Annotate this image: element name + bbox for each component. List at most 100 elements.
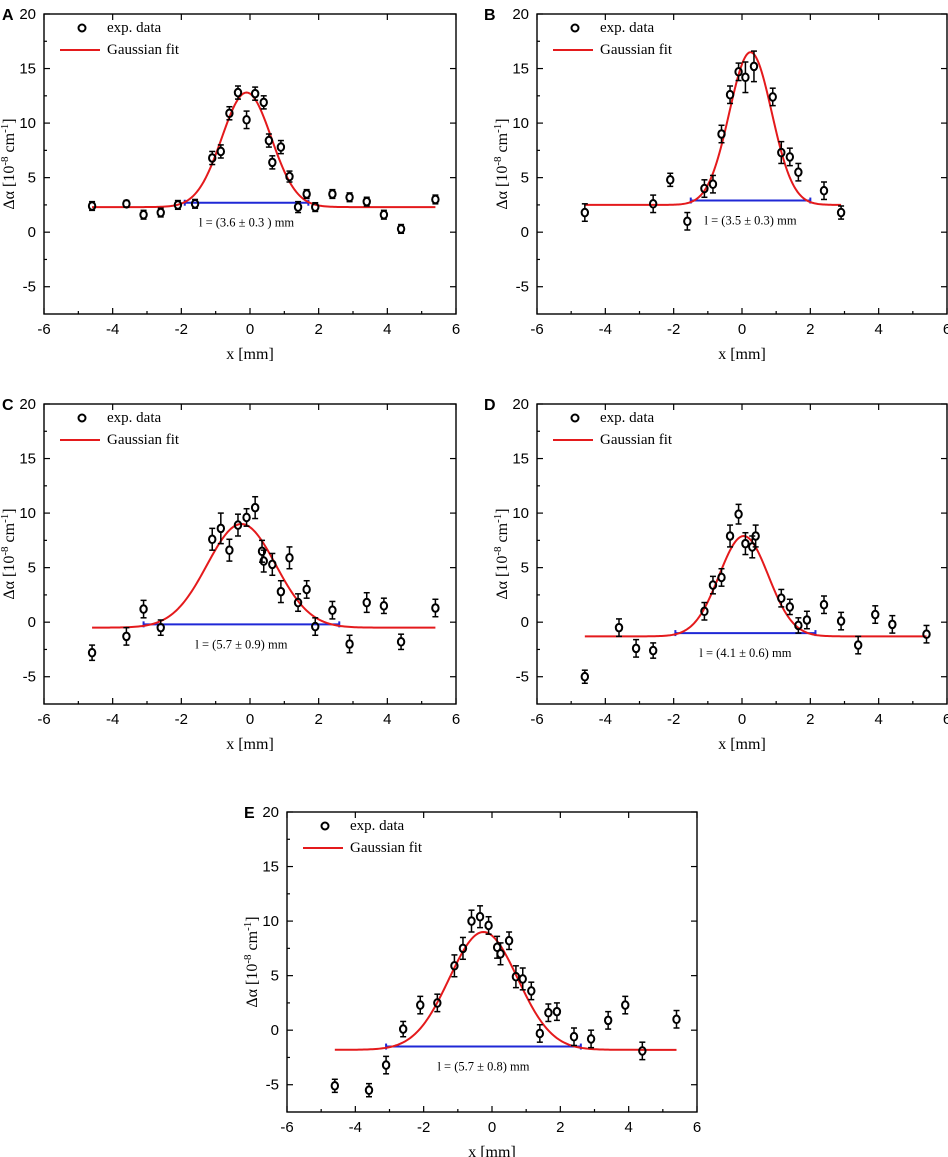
y-axis-label-close: ] — [1, 118, 18, 123]
x-tick-label: 6 — [943, 321, 948, 338]
x-tick-label: 4 — [874, 321, 882, 338]
data-point — [225, 545, 234, 555]
data-point — [87, 647, 97, 658]
data-point — [122, 199, 131, 209]
x-tick-label: -6 — [37, 711, 50, 728]
y-axis-label-unit: cm — [494, 522, 511, 546]
legend-label-fit: Gaussian fit — [107, 432, 180, 448]
data-point — [741, 72, 750, 83]
legend-marker-data — [77, 413, 87, 423]
data-point — [268, 559, 277, 570]
plot-frame — [43, 13, 457, 315]
y-tick-label: 10 — [512, 115, 529, 132]
y-axis-label-main: Δα [10 — [494, 556, 511, 600]
x-tick-label: 2 — [314, 711, 322, 728]
data-point — [362, 196, 371, 207]
data-point — [648, 645, 658, 656]
data-point — [362, 597, 371, 608]
x-axis-label: x [mm] — [226, 346, 274, 363]
data-point — [603, 1015, 613, 1026]
data-point — [416, 1000, 425, 1010]
data-point — [777, 593, 786, 603]
x-tick-label: -6 — [530, 711, 543, 728]
y-tick-label: 5 — [28, 170, 36, 187]
y-tick-label: 15 — [262, 859, 279, 876]
y-axis-label-unit: cm — [1, 522, 18, 546]
data-point — [302, 189, 311, 199]
data-point — [379, 209, 389, 220]
data-point — [190, 199, 200, 209]
y-axis-label-unit: cm — [494, 132, 511, 156]
data-point — [364, 1085, 374, 1095]
data-point — [381, 1060, 391, 1070]
data-point — [216, 523, 226, 534]
data-point — [836, 207, 846, 218]
data-point — [302, 584, 311, 595]
data-point — [544, 1007, 553, 1018]
data-point — [527, 986, 536, 996]
data-point — [467, 916, 476, 926]
x-tick-label: 4 — [383, 711, 391, 728]
data-point — [431, 603, 440, 613]
y-axis-label-exp: -8 — [0, 156, 11, 166]
x-axis-label: x [mm] — [226, 736, 274, 753]
width-annotation: l = (3.5 ± 0.3) mm — [705, 214, 797, 228]
data-point — [794, 620, 803, 631]
y-axis-label-unit-exp: -1 — [0, 124, 11, 133]
x-tick-label: 0 — [738, 711, 746, 728]
data-point — [250, 502, 260, 513]
y-tick-label: -5 — [516, 669, 529, 686]
data-point — [741, 538, 750, 549]
data-point — [700, 183, 709, 194]
data-point — [888, 619, 897, 630]
y-axis-label-close: ] — [494, 118, 511, 123]
y-tick-label: -5 — [516, 279, 529, 296]
x-axis-label: x [mm] — [468, 1144, 516, 1157]
y-tick-label: 20 — [19, 6, 36, 23]
data-point — [734, 509, 743, 519]
y-axis-label-exp: -8 — [492, 156, 504, 166]
x-tick-label: 2 — [314, 321, 322, 338]
x-tick-label: 2 — [806, 321, 814, 338]
y-axis-label-main: Δα [10 — [494, 166, 511, 210]
x-tick-label: -2 — [417, 1119, 430, 1136]
data-point — [345, 639, 354, 649]
data-point — [433, 998, 442, 1008]
y-tick-label: 5 — [28, 560, 36, 577]
data-point — [734, 67, 743, 77]
chart-panel-d: D -6 -4 -2 0 2 4 6 -5 0 5 10 15 20 x [mm] Δα [10-8 cm-1… — [484, 396, 948, 753]
data-point — [708, 179, 718, 189]
data-point — [208, 534, 217, 545]
data-point — [621, 1000, 630, 1010]
data-point — [328, 605, 337, 615]
y-axis-label-unit-exp: -1 — [0, 514, 11, 523]
data-point — [311, 202, 320, 212]
data-point — [819, 185, 829, 196]
data-point — [276, 142, 286, 152]
data-point — [751, 531, 760, 541]
y-tick-label: -5 — [23, 279, 36, 296]
data-point — [749, 61, 759, 72]
y-tick-label: 5 — [521, 560, 529, 577]
data-point — [631, 643, 641, 654]
data-point — [156, 622, 165, 633]
data-point — [484, 920, 493, 931]
x-tick-label: 0 — [488, 1119, 496, 1136]
data-point — [396, 224, 406, 234]
y-axis-label-unit-exp: -1 — [492, 514, 504, 523]
data-point — [475, 911, 485, 922]
y-axis-label-main: Δα [10 — [1, 556, 18, 600]
x-tick-label: 4 — [874, 711, 882, 728]
y-axis-label-close: ] — [244, 916, 261, 921]
y-axis-label-unit-exp: -1 — [492, 124, 504, 133]
plot-frame — [536, 13, 948, 315]
data-point — [819, 599, 829, 610]
data-point — [139, 604, 148, 614]
chart-panel-c: C -6 -4 -2 0 2 4 6 -5 0 5 10 15 20 x [mm] Δα [10-8 cm-1… — [0, 396, 460, 753]
y-tick-label: 20 — [512, 6, 529, 23]
data-point — [293, 202, 303, 212]
y-axis-label-exp: -8 — [492, 546, 504, 556]
y-axis-label-close: ] — [1, 508, 18, 513]
legend-label-fit: Gaussian fit — [600, 432, 673, 448]
data-point — [614, 622, 624, 633]
